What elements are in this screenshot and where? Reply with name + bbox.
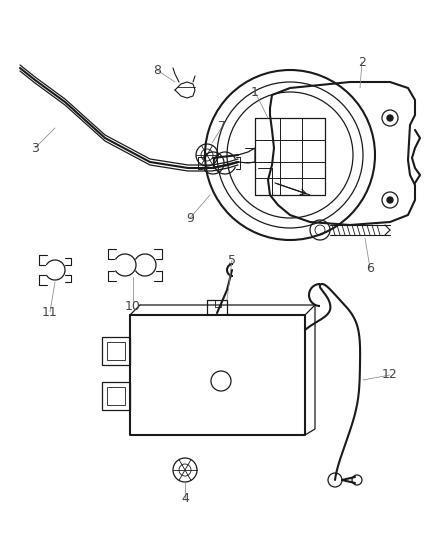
Text: 4: 4 [181,491,189,505]
Circle shape [387,115,393,121]
Circle shape [387,197,393,203]
Text: 1: 1 [251,85,259,99]
Text: 10: 10 [125,301,141,313]
Text: 12: 12 [382,368,398,382]
Text: 3: 3 [31,141,39,155]
Bar [102,337,130,365]
Text: 9: 9 [186,212,194,224]
Text: 7: 7 [218,120,226,133]
Bar [107,387,125,405]
Text: 5: 5 [228,254,236,266]
Bar [102,382,130,410]
Text: 11: 11 [42,305,58,319]
Bar [107,342,125,360]
Text: 8: 8 [153,63,161,77]
Text: 2: 2 [358,55,366,69]
Text: 6: 6 [366,262,374,274]
